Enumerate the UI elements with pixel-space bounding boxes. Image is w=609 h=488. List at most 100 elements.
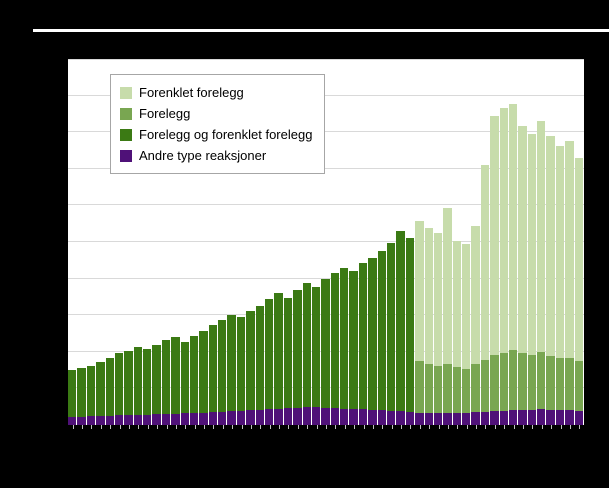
bar-segment (349, 270, 358, 409)
x-tick (185, 425, 187, 429)
bar-segment (86, 416, 96, 425)
bar-segment (349, 408, 358, 425)
bar-segment (518, 410, 527, 425)
bar-segment (424, 228, 433, 364)
bar-segment (490, 116, 499, 356)
bar-segment (499, 411, 508, 425)
bar-segment (161, 340, 171, 415)
bar-segment (396, 231, 405, 412)
bar-segment (77, 367, 86, 417)
x-tick (91, 425, 93, 429)
bar-segment (340, 408, 349, 425)
bar-segment (452, 240, 462, 368)
x-tick (250, 425, 252, 429)
gridline (68, 241, 584, 242)
bar-segment (555, 410, 565, 425)
bar-segment (189, 335, 199, 414)
x-tick (476, 425, 478, 429)
x-tick (213, 425, 215, 429)
legend-swatch-forelegg-og-forenklet-forelegg-icon (120, 128, 132, 141)
x-tick (560, 425, 562, 429)
bar-segment (527, 134, 537, 355)
x-tick (110, 425, 112, 429)
bar-segment (189, 413, 199, 425)
x-tick (354, 425, 356, 429)
bar-segment (152, 345, 161, 415)
bar-segment (452, 413, 462, 425)
bar-segment (471, 411, 480, 425)
bar-segment (499, 353, 508, 412)
bar-segment (274, 293, 283, 409)
bar-segment (246, 410, 255, 425)
bar-segment (311, 406, 321, 425)
bar-segment (518, 352, 527, 411)
gridline (68, 204, 584, 206)
bar-segment (302, 406, 311, 425)
bar-segment (508, 410, 518, 425)
bar-segment (105, 357, 114, 417)
x-tick (297, 425, 299, 429)
bar-segment (415, 361, 424, 414)
legend: Forenklet forelegg Forelegg Forelegg og … (110, 74, 326, 174)
x-tick (269, 425, 271, 429)
bar-segment (565, 357, 574, 411)
bar-segment (274, 408, 283, 425)
bar-segment (471, 364, 480, 412)
bar-segment (208, 411, 218, 425)
bar-segment (537, 351, 546, 409)
bar-segment (555, 358, 565, 411)
x-tick (241, 425, 243, 429)
legend-item: Andre type reaksjoner (120, 145, 312, 166)
bar-segment (555, 146, 565, 359)
x-tick (222, 425, 224, 429)
x-tick (147, 425, 149, 429)
bar-segment (133, 346, 143, 415)
legend-label: Andre type reaksjoner (139, 148, 267, 163)
x-tick (513, 425, 515, 429)
bar-segment (143, 348, 152, 415)
bar-segment (152, 414, 161, 425)
bar-segment (180, 413, 189, 425)
top-divider (33, 29, 609, 32)
bar-segment (246, 310, 255, 411)
x-tick (344, 425, 346, 429)
x-tick (100, 425, 102, 429)
x-tick (335, 425, 337, 429)
bar-segment (368, 410, 377, 425)
legend-item: Forenklet forelegg (120, 82, 312, 103)
x-tick (494, 425, 496, 429)
bar-segment (293, 408, 302, 425)
bar-segment (368, 258, 377, 411)
bar-segment (508, 350, 518, 411)
bar-segment (405, 237, 415, 412)
bar-segment (302, 283, 311, 407)
bar-segment (499, 108, 508, 354)
bar-segment (218, 320, 227, 412)
bar-segment (68, 370, 77, 417)
bar-segment (171, 414, 180, 425)
bar-segment (86, 365, 96, 417)
x-tick (419, 425, 421, 429)
x-tick (523, 425, 525, 429)
x-tick (316, 425, 318, 429)
bar-segment (218, 411, 227, 425)
bar-segment (340, 267, 349, 409)
bar-segment (546, 410, 555, 425)
bar-segment (96, 362, 105, 417)
bar-segment (396, 411, 405, 425)
bar-segment (283, 408, 293, 425)
bar-segment (424, 413, 433, 425)
bar-segment (311, 287, 321, 407)
x-tick (372, 425, 374, 429)
gridline (68, 94, 584, 96)
gridline (68, 277, 584, 279)
x-tick (175, 425, 177, 429)
x-tick (260, 425, 262, 429)
x-tick (128, 425, 130, 429)
x-tick (569, 425, 571, 429)
bar-segment (377, 410, 386, 425)
x-tick (541, 425, 543, 429)
x-tick (194, 425, 196, 429)
bar-segment (490, 355, 499, 412)
